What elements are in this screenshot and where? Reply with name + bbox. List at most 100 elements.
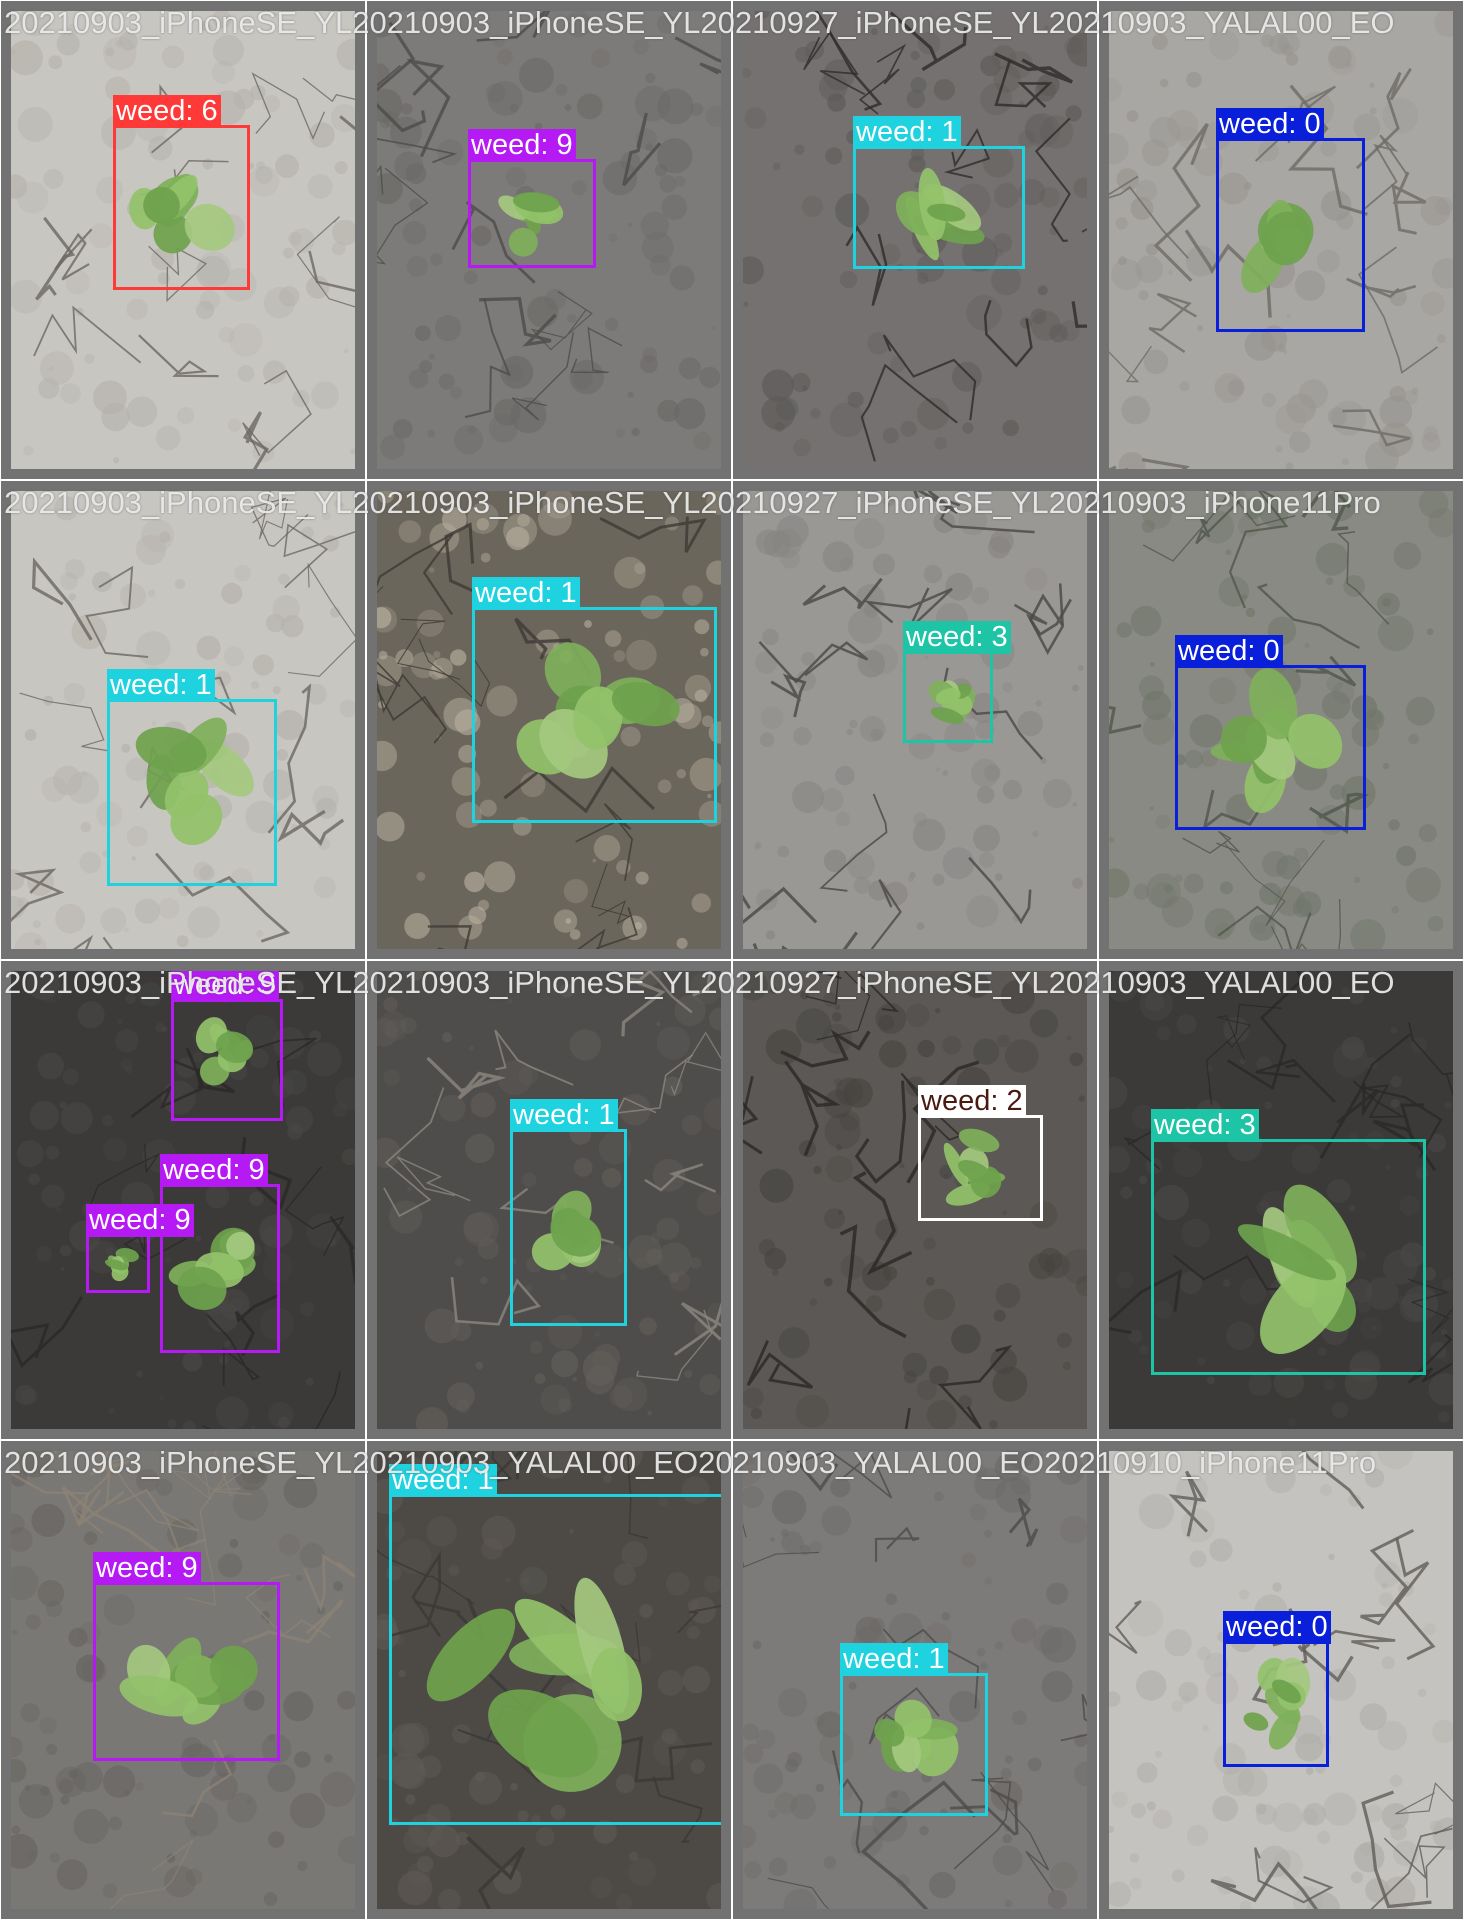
detection-box: weed: 0 — [1223, 1611, 1331, 1767]
plant-leaf — [177, 1266, 227, 1310]
detection-box: weed: 3 — [903, 621, 1011, 743]
detection-label: weed: 1 — [840, 1643, 948, 1676]
image-tile: weed: 1 — [367, 481, 731, 959]
detection-label: weed: 2 — [918, 1085, 1026, 1118]
plant-leaf — [551, 1214, 602, 1257]
detection-label: weed: 3 — [1151, 1109, 1259, 1142]
detection-label: weed: 1 — [389, 1464, 497, 1497]
field-photo: weed: 1 — [377, 491, 721, 949]
plant-leaf — [175, 1654, 222, 1698]
detection-box: weed: 0 — [1175, 635, 1366, 830]
detection-label: weed: 9 — [93, 1552, 201, 1585]
field-photo: weed: 1 — [11, 491, 355, 949]
image-tile: weed: 0 — [1099, 1441, 1463, 1919]
image-tile: weed: 1 — [733, 1, 1097, 479]
image-tile: weed: 1 — [367, 1441, 731, 1919]
plant-leaf — [1272, 1679, 1301, 1704]
detection-box: weed: 1 — [510, 1099, 627, 1326]
plant-leaf — [1288, 713, 1343, 769]
detection-box: weed: 9 — [468, 129, 596, 268]
plant-leaf — [1283, 1184, 1357, 1284]
detection-label: weed: 3 — [903, 621, 1011, 654]
detection-label: weed: 9 — [468, 129, 576, 162]
detection-label: weed: 6 — [113, 95, 221, 128]
detection-label: weed: 9 — [86, 1204, 194, 1237]
detection-box: weed: 9 — [93, 1552, 280, 1761]
plant-leaf — [184, 203, 235, 251]
field-photo: weed: 2 — [743, 971, 1087, 1429]
soil-texture — [377, 971, 721, 1429]
detection-label: weed: 1 — [853, 116, 961, 149]
detection-box: weed: 1 — [840, 1643, 988, 1816]
detection-box: weed: 1 — [853, 116, 1025, 269]
soil-texture — [743, 1451, 1087, 1909]
plant-leaf — [1220, 715, 1267, 764]
plant-leaf — [930, 707, 964, 724]
plant-leaf — [226, 1231, 255, 1260]
image-tile: weed: 9 — [1, 1441, 365, 1919]
detection-label: weed: 1 — [472, 577, 580, 610]
image-tile: weed: 9 weed: 9 weed: 9 — [1, 961, 365, 1439]
plant-leaf — [1249, 668, 1298, 740]
detection-box: weed: 6 — [113, 95, 250, 290]
plant-leaf — [935, 687, 961, 705]
plant-leaf — [1237, 1224, 1337, 1281]
detection-box: weed: 0 — [1216, 108, 1365, 332]
detection-box: weed: 1 — [389, 1464, 721, 1825]
detection-box: weed: 2 — [918, 1085, 1043, 1221]
detection-label: weed: 9 — [160, 1154, 268, 1187]
plant-leaf — [119, 1675, 199, 1717]
soil-texture — [1109, 11, 1453, 469]
detection-label: weed: 0 — [1216, 108, 1324, 141]
plant-leaf — [143, 186, 180, 224]
plant-leaf — [216, 1031, 254, 1064]
soil-texture — [377, 11, 721, 469]
image-tile: weed: 0 — [1099, 481, 1463, 959]
plant-leaf — [104, 1259, 128, 1271]
soil-texture — [1109, 971, 1453, 1429]
plant-leaf — [1262, 211, 1311, 266]
soil-texture — [743, 11, 1087, 469]
field-photo: weed: 3 — [1109, 971, 1453, 1429]
plant-leaf — [1260, 1259, 1347, 1354]
field-photo: weed: 9 — [11, 1451, 355, 1909]
detection-box: weed: 9 — [171, 971, 283, 1121]
detection-box: weed: 1 — [107, 669, 277, 886]
plant-leaf — [488, 1689, 598, 1778]
detection-label: weed: 0 — [1175, 635, 1283, 668]
plant-leaf — [958, 1128, 1000, 1153]
plant-leaf — [927, 203, 966, 222]
image-tile: weed: 6 — [1, 1, 365, 479]
plant-leaf — [512, 192, 560, 213]
plant-leaf — [590, 1648, 642, 1722]
image-tile: weed: 3 — [733, 481, 1097, 959]
image-tile: weed: 1 — [1, 481, 365, 959]
plant-leaf — [135, 726, 207, 773]
field-photo: weed: 1 — [377, 971, 721, 1429]
plant-leaf — [153, 214, 193, 254]
image-tile: weed: 3 — [1099, 961, 1463, 1439]
image-tile: weed: 1 — [367, 961, 731, 1439]
image-tile: weed: 2 — [733, 961, 1097, 1439]
field-photo: weed: 0 — [1109, 491, 1453, 949]
plant-leaf — [918, 168, 947, 241]
detection-label: weed: 1 — [107, 669, 215, 702]
image-tile: weed: 9 — [367, 1, 731, 479]
plant-leaf — [209, 1645, 258, 1693]
plant-leaf — [957, 1159, 993, 1183]
plant-leaf — [894, 1699, 932, 1739]
plant-leaf — [164, 770, 209, 820]
field-photo: weed: 9 — [377, 11, 721, 469]
field-photo: weed: 0 — [1109, 1451, 1453, 1909]
detection-label: weed: 1 — [510, 1099, 618, 1132]
soil-texture — [1109, 1451, 1453, 1909]
soil-texture — [377, 1451, 721, 1909]
image-tile: weed: 1 — [733, 1441, 1097, 1919]
field-photo: weed: 1 — [743, 1451, 1087, 1909]
field-photo: weed: 6 — [11, 11, 355, 469]
field-photo: weed: 9 weed: 9 weed: 9 — [11, 971, 355, 1429]
detection-box: weed: 1 — [472, 577, 717, 823]
detection-box: weed: 9 — [160, 1154, 280, 1353]
plant-leaf — [508, 227, 538, 257]
